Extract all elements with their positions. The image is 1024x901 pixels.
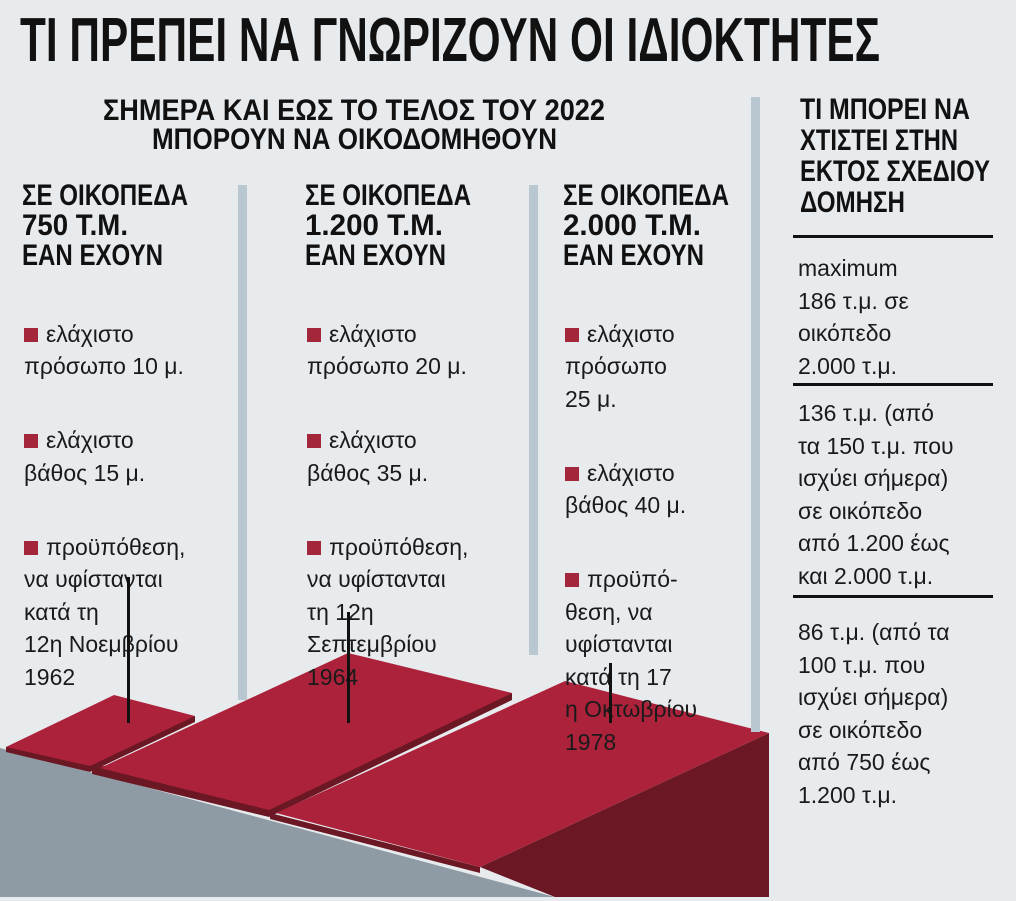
criterion-text: ελάχιστο πρόσωπο 10 μ. [24, 320, 184, 380]
bullet-square-icon [565, 573, 579, 587]
sidebar-item: 86 τ.μ. (από τα 100 τ.μ. που ισχύει σήμε… [798, 619, 950, 808]
criterion-text: προϋπόθεση, να υφίστανται τη 12η Σεπτεμβ… [307, 533, 469, 690]
column-separator [751, 97, 760, 732]
pointer-line [127, 577, 130, 723]
column-2-heading: 1.200 Τ.Μ. [305, 209, 443, 242]
bullet-square-icon [565, 327, 579, 342]
column-2-criteria: ελάχιστο πρόσωπο 20 μ. ελάχιστο βάθος 35… [307, 285, 468, 735]
plot-750 [6, 695, 195, 766]
criterion-text: ελάχιστο βάθος 15 μ. [24, 427, 146, 486]
column-1-heading: ΕΑΝ ΕΧΟΥΝ [22, 239, 163, 272]
sidebar-heading: ΤΙ ΜΠΟΡΕΙ ΝΑ [800, 93, 970, 126]
sidebar-heading: ΧΤΙΣΤΕΙ ΣΤΗΝ [800, 124, 958, 157]
bullet-square-icon [307, 434, 321, 448]
bullet-square-icon [24, 540, 38, 555]
criterion: προϋπό- θεση, να υφίστανται κατά τη 17 η… [565, 563, 697, 758]
criterion: ελάχιστο βάθος 40 μ. [565, 457, 697, 522]
divider [793, 383, 993, 386]
slope-dark-side [480, 733, 769, 897]
criterion-text: ελάχιστο βάθος 40 μ. [565, 459, 687, 519]
plot-2000 [276, 681, 769, 867]
bullet-square-icon [24, 327, 38, 342]
column-1-heading: ΣΕ ΟΙΚΟΠΕΔΑ [22, 179, 188, 212]
column-3-heading: ΕΑΝ ΕΧΟΥΝ [563, 239, 704, 272]
criterion: προϋπόθεση, να υφίστανται τη 12η Σεπτεμβ… [307, 531, 468, 694]
column-2-heading: ΣΕ ΟΙΚΟΠΕΔΑ [305, 179, 471, 212]
pointer-line [609, 663, 612, 723]
criterion-text: ελάχιστο πρόσωπο 20 μ. [307, 320, 467, 380]
column-1-criteria: ελάχιστο πρόσωπο 10 μ. ελάχιστο βάθος 15… [24, 285, 185, 735]
pointer-line [347, 612, 350, 723]
sidebar-heading: ΕΚΤΟΣ ΣΧΕΔΙΟΥ [800, 155, 990, 188]
plot-2000-edge [270, 813, 480, 873]
sidebar-heading: ΔΟΜΗΣΗ [800, 186, 905, 219]
column-1-heading: 750 Τ.Μ. [22, 209, 128, 242]
plot-1200 [100, 653, 512, 810]
criterion: ελάχιστο βάθος 35 μ. [307, 424, 468, 489]
criterion: ελάχιστο πρόσωπο 10 μ. [24, 318, 185, 383]
column-separator [529, 185, 538, 655]
subtitle-line-1: ΣΗΜΕΡΑ ΚΑΙ ΕΩΣ ΤΟ ΤΕΛΟΣ ΤΟΥ 2022 [103, 94, 605, 127]
divider [793, 595, 993, 598]
subtitle-line-2: ΜΠΟΡΟΥΝ ΝΑ ΟΙΚΟΔΟΜΗΘΟΥΝ [152, 123, 557, 156]
column-3-heading: 2.000 Τ.Μ. [563, 209, 701, 242]
divider [793, 235, 993, 238]
criterion-text: προϋπό- θεση, να υφίστανται κατά τη 17 η… [565, 566, 698, 755]
page-title: ΤΙ ΠΡΕΠΕΙ ΝΑ ΓΝΩΡΙΖΟΥΝ ΟΙ ΙΔΙΟΚΤΗΤΕΣ [20, 6, 880, 75]
criterion: ελάχιστο βάθος 15 μ. [24, 424, 185, 489]
sidebar-item: maximum 186 τ.μ. σε οικόπεδο 2.000 τ.μ. [798, 255, 909, 379]
criterion-text: ελάχιστο βάθος 35 μ. [307, 427, 429, 486]
column-separator [238, 185, 247, 700]
bullet-square-icon [24, 434, 38, 448]
column-3-heading: ΣΕ ΟΙΚΟΠΕΔΑ [563, 179, 729, 212]
bullet-square-icon [565, 466, 579, 481]
criterion: ελάχιστο πρόσωπο 20 μ. [307, 318, 468, 383]
criterion: ελάχιστο πρόσωπο 25 μ. [565, 318, 697, 416]
bullet-square-icon [307, 327, 321, 342]
bullet-square-icon [307, 540, 321, 555]
criterion: προϋπόθεση, να υφίστανται κατά τη 12η Νο… [24, 531, 185, 694]
column-3-criteria: ελάχιστο πρόσωπο 25 μ. ελάχιστο βάθος 40… [565, 285, 697, 800]
criterion-text: ελάχιστο πρόσωπο 25 μ. [565, 320, 675, 412]
sidebar-item: 136 τ.μ. (από τα 150 τ.μ. που ισχύει σήμ… [798, 400, 954, 589]
column-2-heading: ΕΑΝ ΕΧΟΥΝ [305, 239, 446, 272]
criterion-text: προϋπόθεση, να υφίστανται κατά τη 12η Νο… [24, 533, 186, 690]
